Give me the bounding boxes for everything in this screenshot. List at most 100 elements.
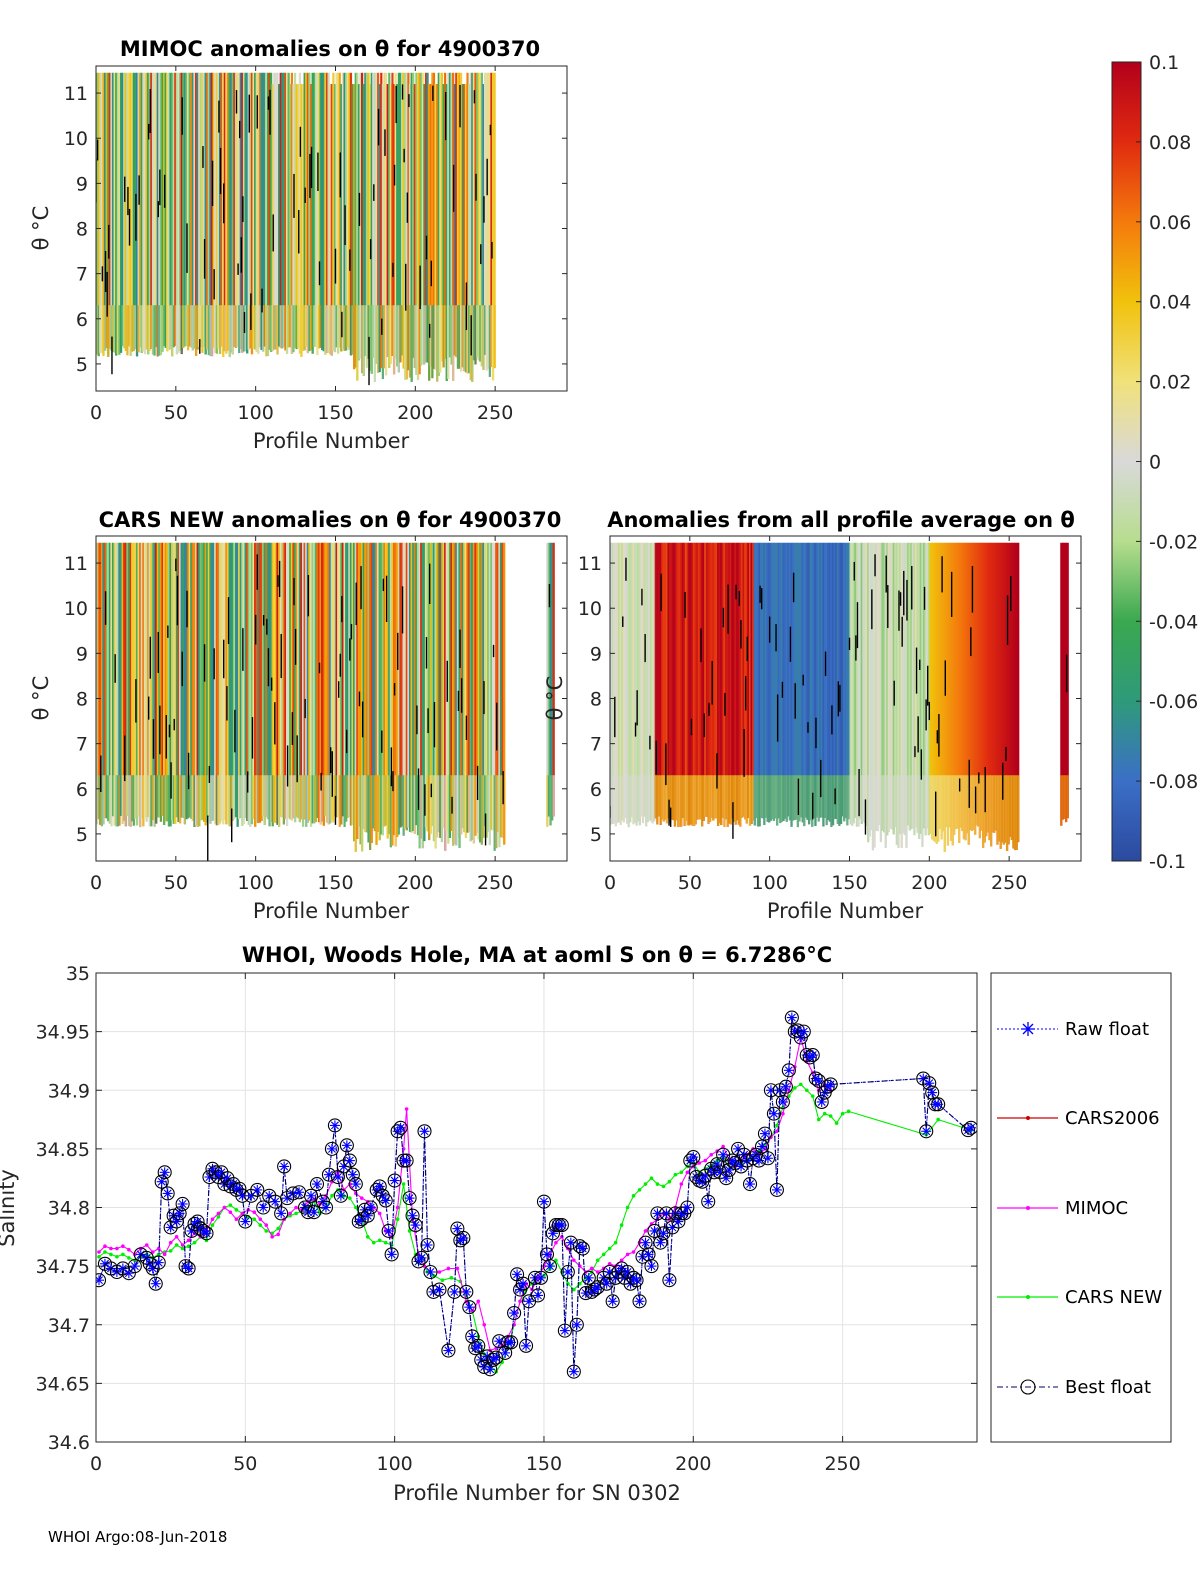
anomaly-stripe-lower xyxy=(897,775,900,848)
anomaly-stripe-lower xyxy=(461,775,464,829)
anomaly-stripe xyxy=(624,542,627,818)
anomaly-stripe xyxy=(118,542,121,826)
anomaly-stripe-lower xyxy=(220,305,223,347)
anomaly-stripe-lower xyxy=(894,775,897,828)
mimoc-point xyxy=(264,1223,269,1227)
anomaly-stripe-lower xyxy=(250,775,254,825)
mimoc-point xyxy=(109,1246,113,1251)
anomaly-stripe xyxy=(161,542,164,816)
anomaly-stripe-lower xyxy=(285,775,289,826)
anomaly-stripe xyxy=(479,72,482,362)
anomaly-stripe xyxy=(672,542,675,821)
anomaly-stripe xyxy=(458,542,461,849)
anomaly-stripe xyxy=(373,72,377,382)
anomaly-stripe-lower xyxy=(159,775,163,822)
anomaly-stripe-lower xyxy=(935,775,938,844)
anomaly-stripe-lower xyxy=(217,305,220,349)
anomaly-stripe xyxy=(329,542,332,824)
anomaly-stripe xyxy=(1001,542,1004,843)
anomaly-stripe-lower xyxy=(460,775,463,835)
anomaly-stripe-lower xyxy=(266,775,270,820)
anomaly-stripe-lower xyxy=(875,775,878,831)
anomaly-stripe-lower xyxy=(619,775,622,825)
anomaly-stripe-lower xyxy=(163,775,166,826)
anomaly-stripe-lower xyxy=(284,305,287,351)
anomaly-stripe-lower xyxy=(276,305,279,355)
cars-new-ylabel: θ °C xyxy=(29,676,53,721)
anomaly-stripe xyxy=(819,542,822,818)
anomaly-stripe xyxy=(293,72,297,349)
mimoc-point xyxy=(697,1161,702,1165)
anomaly-stripe xyxy=(442,84,445,368)
anomaly-stripe-lower xyxy=(659,775,662,825)
anomaly-stripe-lower xyxy=(752,775,755,821)
anomaly-stripe xyxy=(916,542,919,833)
anomaly-stripe-lower xyxy=(158,775,161,818)
anomaly-stripe-lower xyxy=(641,775,645,824)
anomaly-stripe xyxy=(179,542,182,824)
anomaly-stripe-lower xyxy=(378,775,381,841)
anomaly-stripe xyxy=(407,542,410,828)
anomaly-stripe-lower xyxy=(761,775,764,819)
anomaly-stripe-lower xyxy=(359,305,362,359)
anomaly-stripe xyxy=(335,72,338,348)
cars-new-point xyxy=(625,1205,630,1210)
anomaly-stripe xyxy=(477,72,480,361)
anomaly-stripe-lower xyxy=(795,775,798,820)
anomaly-stripe-lower xyxy=(804,775,807,818)
anomaly-stripe-lower xyxy=(111,775,115,817)
anomaly-stripe-lower xyxy=(169,775,172,827)
anomaly-stripe-lower xyxy=(231,775,234,821)
anomaly-stripe-lower xyxy=(147,775,150,818)
anomaly-stripe-lower xyxy=(448,775,452,838)
anomaly-stripe xyxy=(868,542,871,837)
anomaly-stripe-lower xyxy=(724,775,728,820)
anomaly-stripe xyxy=(330,542,333,820)
anomaly-stripe-lower xyxy=(182,305,185,348)
anomaly-stripe xyxy=(434,542,437,849)
anomaly-stripe xyxy=(956,542,959,829)
anomaly-stripe-lower xyxy=(986,775,989,833)
anomaly-stripe xyxy=(313,542,316,824)
anomaly-stripe xyxy=(437,542,440,833)
anomaly-stripe-lower xyxy=(228,775,231,827)
anomaly-stripe-lower xyxy=(246,775,249,821)
anomaly-stripe-lower xyxy=(878,775,881,826)
best-float-point xyxy=(277,1159,292,1174)
best-float-point xyxy=(450,1221,465,1236)
colorbar-tick-label: 0 xyxy=(1149,452,1161,474)
anomaly-stripe-lower xyxy=(257,775,260,824)
anomaly-stripe-lower xyxy=(1007,775,1010,845)
anomaly-stripe xyxy=(290,72,293,354)
anomaly-stripe-lower xyxy=(97,775,100,820)
anomaly-stripe-lower xyxy=(493,775,496,851)
best-float-point xyxy=(647,1223,662,1238)
mimoc-point xyxy=(619,1258,624,1263)
anomaly-stripe-lower xyxy=(140,775,143,819)
anomaly-stripe-lower xyxy=(854,775,857,818)
anomaly-stripe xyxy=(653,542,656,822)
anomaly-stripe-lower xyxy=(774,775,777,819)
anomaly-stripe-lower xyxy=(100,305,103,353)
anomaly-stripe xyxy=(263,542,266,825)
legend-label: Best float xyxy=(1065,1377,1151,1398)
anomaly-stripe xyxy=(985,542,988,837)
anomaly-stripe-lower xyxy=(281,305,284,349)
anomaly-stripe-lower xyxy=(343,775,346,828)
anomaly-stripe xyxy=(258,72,262,348)
best-float-point xyxy=(160,1186,175,1201)
legend-label: Raw float xyxy=(1065,1019,1149,1040)
anomaly-stripe-lower xyxy=(284,775,287,820)
mimoc-heatmap-stripes xyxy=(96,72,496,386)
anomaly-stripe-lower xyxy=(218,305,222,354)
anomaly-stripe xyxy=(704,542,707,817)
anomaly-stripe-lower xyxy=(210,775,214,821)
anomaly-stripe-lower xyxy=(316,775,319,818)
anomaly-stripe xyxy=(270,72,273,353)
anomaly-stripe xyxy=(132,542,135,826)
best-float-point xyxy=(342,1153,357,1168)
anomaly-stripe xyxy=(279,542,282,817)
anomaly-stripe xyxy=(389,84,392,364)
anomaly-stripe xyxy=(278,542,281,827)
